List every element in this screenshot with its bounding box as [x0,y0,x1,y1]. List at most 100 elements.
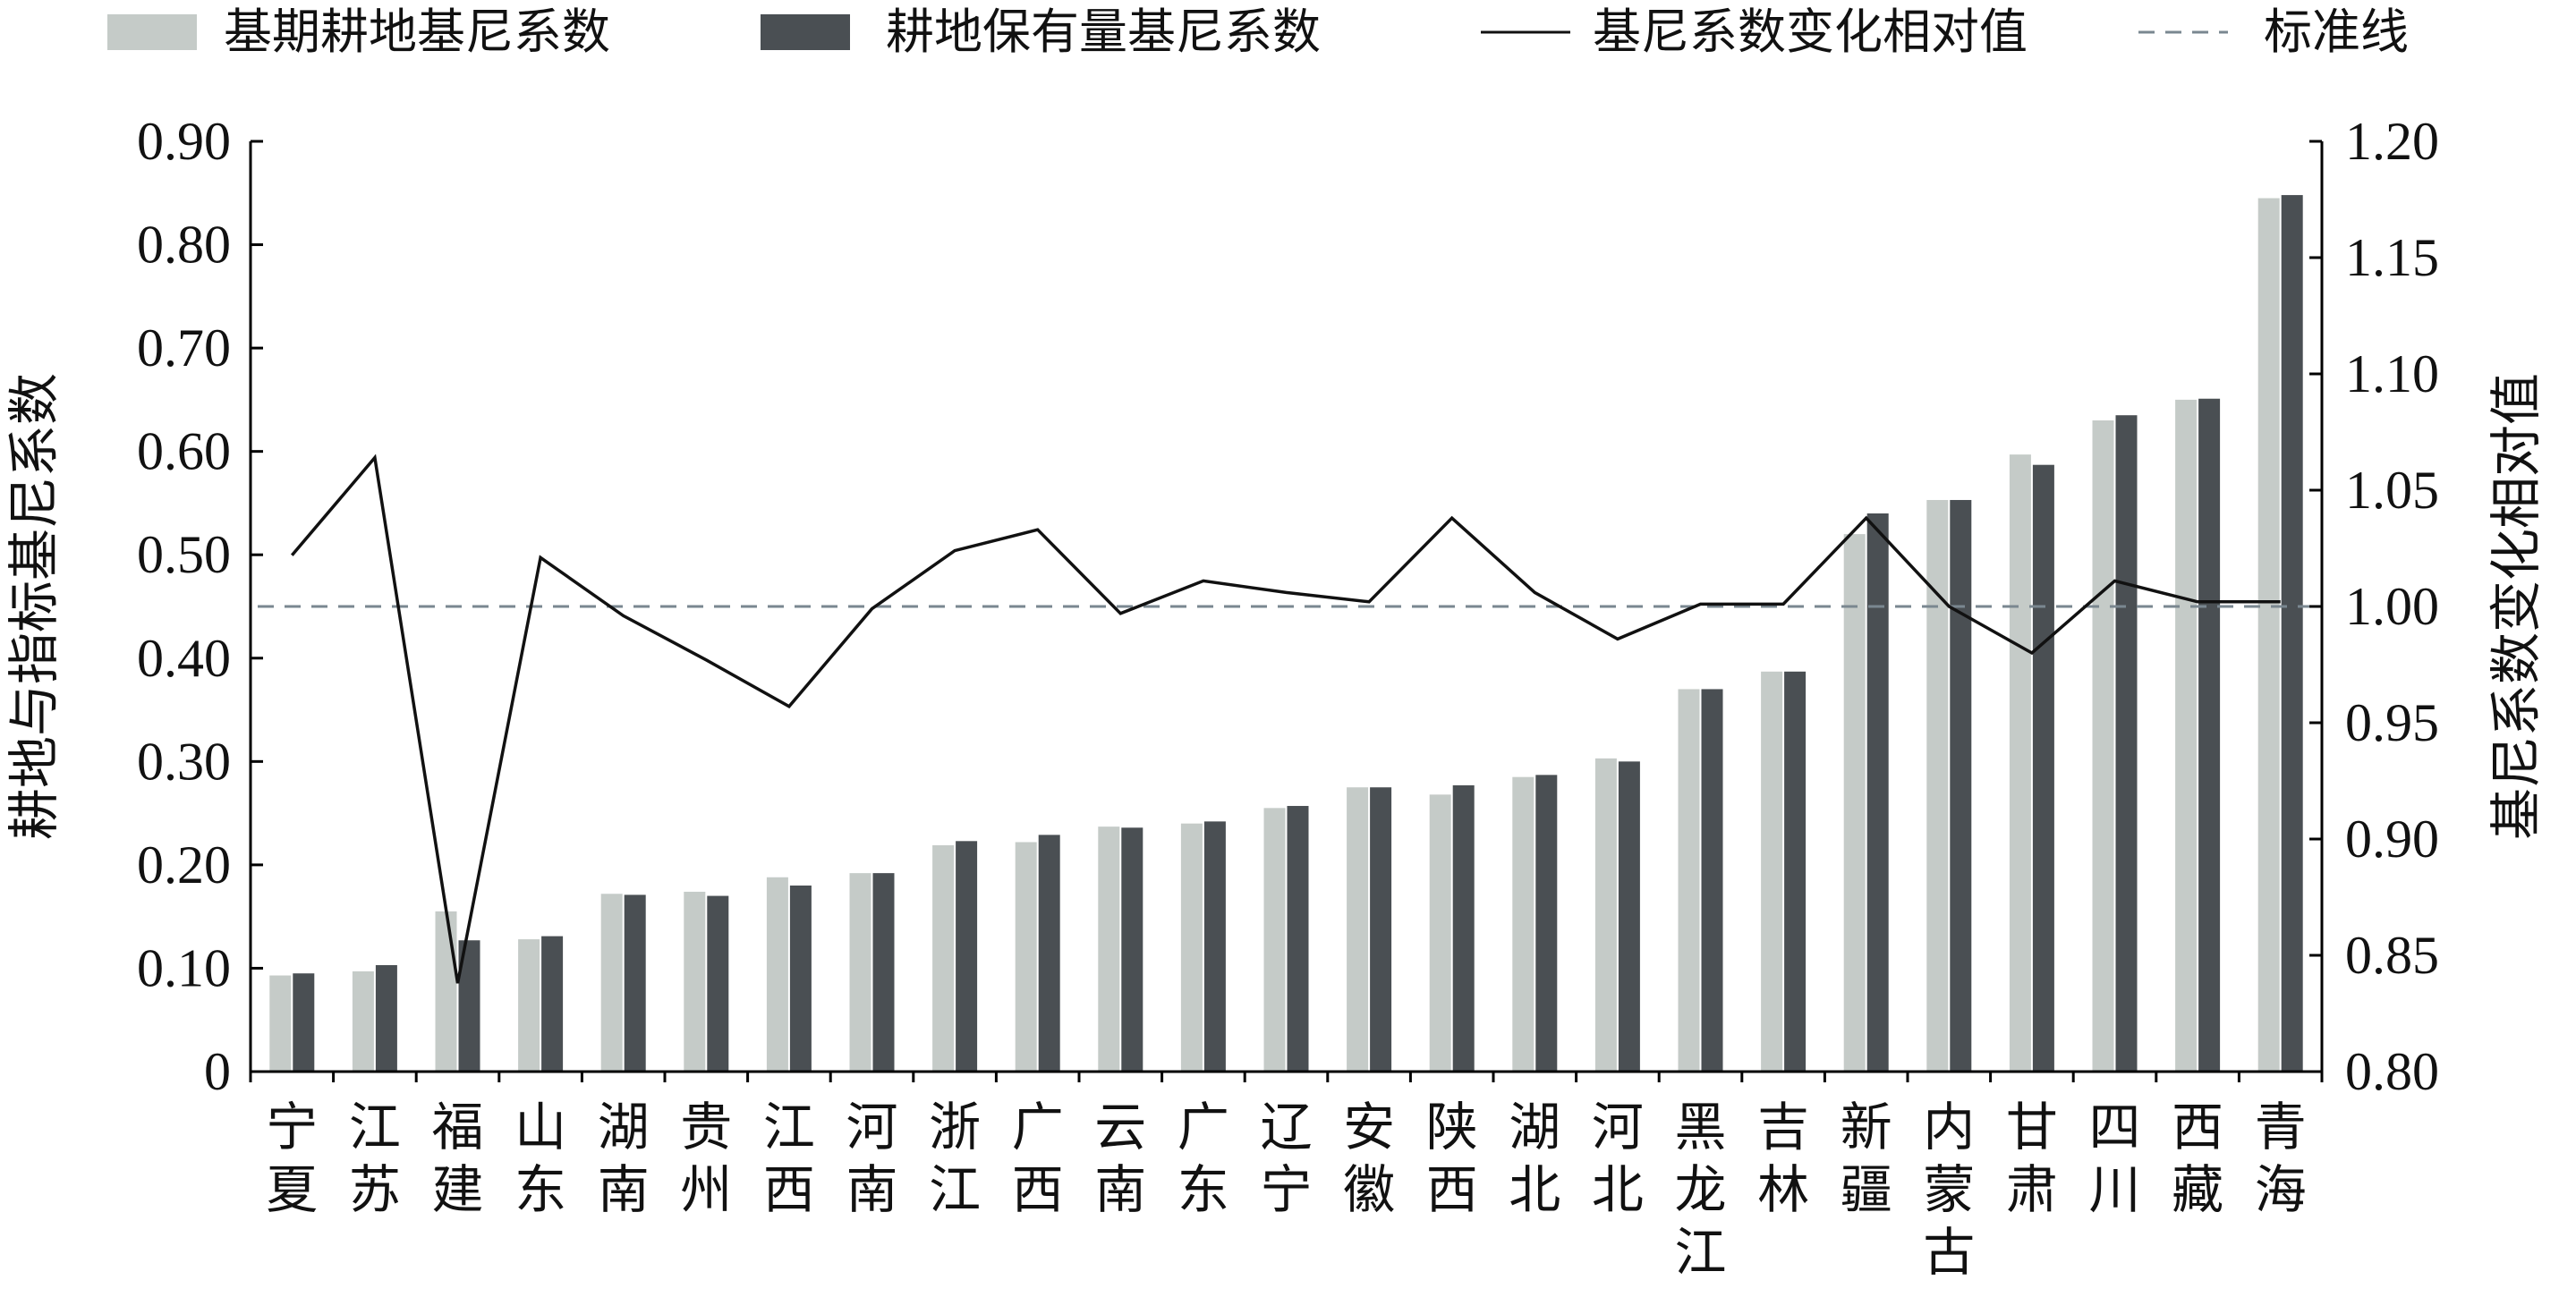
left-axis-tick-label: 0.70 [137,318,231,377]
category-label: 青 [2255,1097,2307,1157]
bar-retained-gini [293,973,315,1072]
bar-base-gini [1347,787,1369,1072]
right-axis-tick-label: 1.00 [2345,577,2439,636]
category-label: 南 [846,1159,897,1220]
category-label: 江 [349,1097,401,1157]
bar-base-gini [932,844,955,1072]
bar-base-gini [1512,776,1535,1072]
right-axis-tick-label: 1.10 [2345,344,2439,403]
category-label: 海 [2255,1159,2307,1220]
bar-base-gini [1098,827,1120,1072]
bar-retained-gini [1701,689,1723,1072]
category-label: 河 [846,1097,897,1157]
bar-retained-gini [1618,761,1640,1072]
category-label: 江 [929,1159,981,1220]
category-label: 广 [1177,1097,1229,1157]
bar-retained-gini [2115,415,2138,1072]
category-label: 贵 [680,1097,732,1157]
category-label: 西 [763,1159,815,1220]
category-label: 山 [514,1097,566,1157]
bar-retained-gini [1866,513,1889,1072]
bar-base-gini [2009,454,2031,1072]
left-axis-tick-label: 0.10 [137,938,231,997]
right-axis-title: 基尼系数变化相对值 [2486,373,2546,840]
bar-retained-gini [707,895,729,1072]
bar-retained-gini [624,894,646,1072]
right-axis-tick-label: 0.95 [2345,693,2439,752]
bar-base-gini [1429,794,1451,1072]
right-axis-tick-label: 1.20 [2345,112,2439,171]
bar-base-gini [684,891,706,1072]
bar-retained-gini [1452,784,1475,1072]
left-axis-tick-label: 0 [204,1042,231,1101]
bar-base-gini [1761,671,1783,1072]
left-axis-tick-label: 0.80 [137,216,231,275]
bar-retained-gini [541,936,564,1072]
bar-base-gini [2175,399,2198,1072]
bar-base-gini [1678,689,1700,1072]
category-label: 新 [1841,1097,1892,1157]
left-axis-tick-label: 0.60 [137,422,231,481]
category-label: 辽 [1260,1097,1312,1157]
bar-base-gini [1015,842,1037,1072]
category-label: 西 [2172,1097,2223,1157]
bar-base-gini [1180,823,1203,1072]
bar-base-gini [352,971,374,1072]
bar-retained-gini [1121,827,1143,1072]
category-label: 云 [1094,1097,1146,1157]
category-label: 湖 [598,1097,650,1157]
category-label: 湖 [1509,1097,1560,1157]
bar-retained-gini [1950,499,1972,1072]
category-label: 内 [1923,1097,1975,1157]
legend-swatch-retained-gini [761,14,850,50]
category-label: 徽 [1343,1159,1395,1220]
bar-retained-gini [1370,787,1392,1072]
category-label: 吉 [1757,1097,1809,1157]
bar-base-gini [1263,808,1286,1072]
category-label: 肃 [2006,1159,2058,1220]
relative-change-line [290,454,2281,984]
left-axis-tick-label: 0.90 [137,112,231,171]
category-label: 苏 [349,1159,401,1220]
category-label: 江 [763,1097,815,1157]
category-label: 西 [1426,1159,1478,1220]
bar-retained-gini [2198,398,2221,1072]
left-axis-tick-label: 0.40 [137,629,231,688]
category-label: 疆 [1841,1159,1892,1220]
category-label: 州 [680,1159,732,1220]
bar-base-gini [2092,420,2114,1072]
category-label: 黑 [1674,1097,1726,1157]
bar-retained-gini [1203,821,1226,1072]
category-label: 北 [1509,1159,1560,1220]
bar-retained-gini [2032,464,2054,1072]
category-label: 古 [1923,1222,1975,1283]
bar-retained-gini [956,841,978,1072]
bar-base-gini [2257,198,2280,1072]
legend-label-standard: 标准线 [2264,4,2409,60]
category-label: 南 [1094,1159,1146,1220]
bar-base-gini [849,873,871,1072]
category-label: 蒙 [1923,1159,1975,1220]
category-label: 西 [1012,1159,1064,1220]
right-axis-tick-label: 0.90 [2345,810,2439,869]
category-label: 河 [1592,1097,1644,1157]
category-label: 东 [1177,1159,1229,1220]
bar-retained-gini [2281,195,2303,1072]
left-axis-title: 耕地与指标基尼系数 [4,373,64,840]
category-label: 甘 [2006,1097,2058,1157]
bar-base-gini [766,877,788,1072]
category-label: 龙 [1674,1159,1726,1220]
bar-base-gini [269,975,292,1072]
category-label: 陕 [1426,1097,1478,1157]
category-label: 宁 [1260,1159,1312,1220]
right-axis-tick-label: 1.05 [2345,461,2439,520]
bar-base-gini [1843,534,1866,1072]
right-axis-tick-label: 1.15 [2345,228,2439,287]
category-label: 东 [514,1159,566,1220]
category-label: 宁 [266,1097,318,1157]
category-label: 林 [1757,1159,1809,1220]
category-label: 福 [431,1097,483,1157]
category-label: 夏 [266,1159,318,1220]
bar-retained-gini [789,886,812,1072]
